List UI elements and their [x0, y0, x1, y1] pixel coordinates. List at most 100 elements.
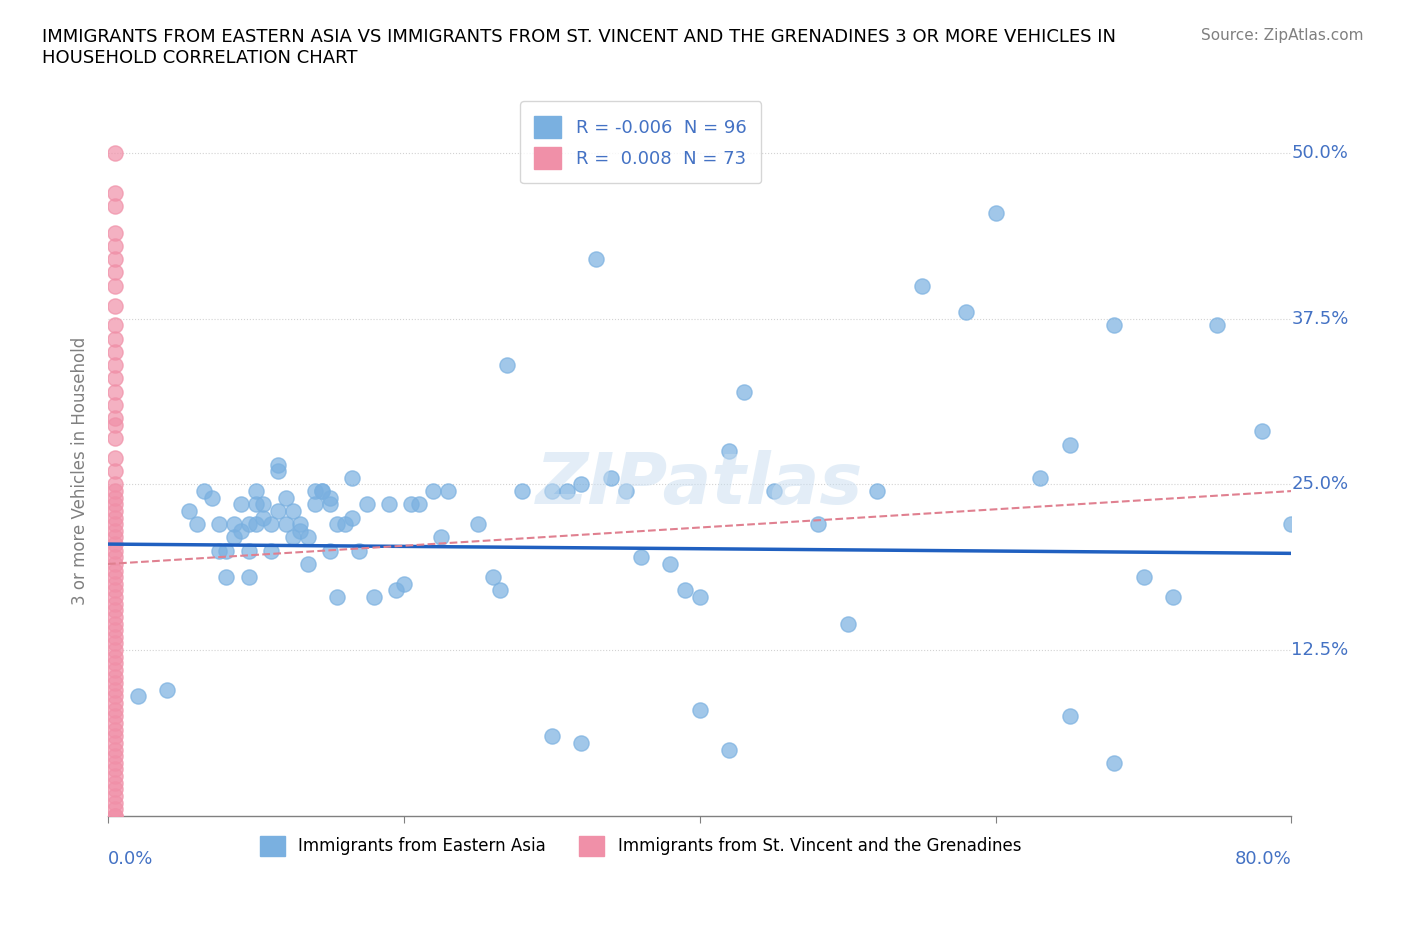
Point — [238, 517, 260, 532]
Point — [104, 358, 127, 373]
Text: Source: ZipAtlas.com: Source: ZipAtlas.com — [1201, 28, 1364, 43]
Text: 25.0%: 25.0% — [1292, 475, 1348, 494]
Point — [104, 530, 127, 545]
Point — [363, 590, 385, 604]
Point — [1059, 709, 1081, 724]
Point — [104, 736, 127, 751]
Point — [385, 583, 408, 598]
Point — [718, 742, 741, 757]
Point — [200, 490, 222, 505]
Point — [614, 484, 637, 498]
Point — [267, 503, 290, 518]
Text: 0.0%: 0.0% — [108, 851, 153, 869]
Point — [229, 524, 252, 538]
Point — [156, 683, 179, 698]
Point — [866, 484, 889, 498]
Point — [104, 299, 127, 313]
Point — [104, 729, 127, 744]
Point — [104, 511, 127, 525]
Point — [104, 609, 127, 624]
Point — [319, 497, 342, 512]
Point — [319, 543, 342, 558]
Point — [569, 477, 592, 492]
Point — [104, 742, 127, 757]
Point — [104, 590, 127, 604]
Point — [104, 477, 127, 492]
Point — [762, 484, 785, 498]
Point — [274, 490, 297, 505]
Point — [104, 630, 127, 644]
Point — [104, 603, 127, 618]
Point — [238, 543, 260, 558]
Point — [1102, 755, 1125, 770]
Point — [837, 617, 859, 631]
Point — [340, 471, 363, 485]
Point — [208, 517, 231, 532]
Point — [222, 517, 245, 532]
Point — [489, 583, 512, 598]
Point — [104, 670, 127, 684]
Point — [104, 543, 127, 558]
Point — [104, 689, 127, 704]
Point — [1250, 424, 1272, 439]
Point — [104, 537, 127, 551]
Point — [555, 484, 578, 498]
Point — [104, 782, 127, 797]
Point — [1132, 570, 1154, 585]
Point — [600, 471, 623, 485]
Point — [104, 762, 127, 777]
Point — [540, 484, 562, 498]
Point — [304, 484, 326, 498]
Point — [689, 590, 711, 604]
Point — [104, 517, 127, 532]
Point — [104, 503, 127, 518]
Point — [496, 358, 519, 373]
Text: 50.0%: 50.0% — [1292, 144, 1348, 162]
Point — [104, 649, 127, 664]
Point — [104, 397, 127, 412]
Text: 12.5%: 12.5% — [1292, 641, 1348, 659]
Point — [104, 411, 127, 426]
Point — [104, 643, 127, 658]
Point — [510, 484, 533, 498]
Point — [104, 550, 127, 565]
Point — [238, 570, 260, 585]
Point — [326, 590, 349, 604]
Point — [104, 636, 127, 651]
Point — [910, 278, 932, 293]
Point — [104, 484, 127, 498]
Point — [467, 517, 489, 532]
Point — [1161, 590, 1184, 604]
Point — [304, 497, 326, 512]
Point — [104, 564, 127, 578]
Point — [260, 543, 283, 558]
Point — [104, 676, 127, 691]
Point — [104, 749, 127, 764]
Point — [689, 702, 711, 717]
Point — [281, 530, 304, 545]
Point — [104, 789, 127, 804]
Point — [260, 517, 283, 532]
Point — [104, 802, 127, 817]
Point — [104, 464, 127, 479]
Point — [1206, 318, 1229, 333]
Point — [540, 729, 562, 744]
Point — [104, 497, 127, 512]
Point — [290, 524, 312, 538]
Point — [186, 517, 208, 532]
Point — [104, 662, 127, 677]
Point — [104, 795, 127, 810]
Point — [955, 305, 977, 320]
Point — [104, 656, 127, 671]
Point — [104, 331, 127, 346]
Point — [104, 556, 127, 571]
Point — [104, 431, 127, 445]
Point — [311, 484, 333, 498]
Point — [104, 185, 127, 200]
Point — [267, 464, 290, 479]
Point — [430, 530, 453, 545]
Point — [104, 709, 127, 724]
Point — [104, 683, 127, 698]
Point — [104, 776, 127, 790]
Point — [104, 225, 127, 240]
